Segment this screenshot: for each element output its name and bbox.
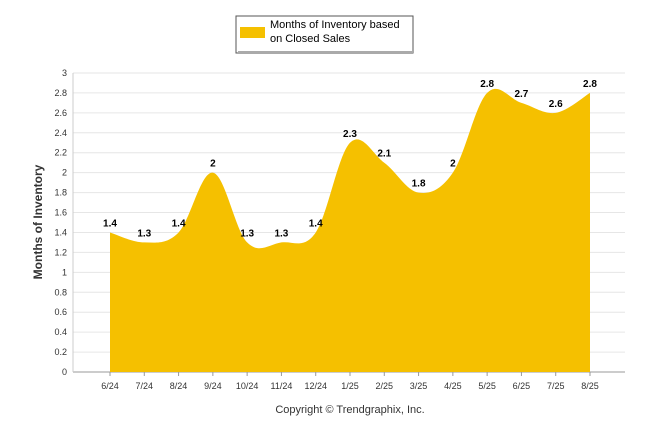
x-tick-label: 3/25 xyxy=(410,381,428,391)
data-label: 1.4 xyxy=(309,218,323,229)
data-label: 1.4 xyxy=(172,218,186,229)
x-tick-label: 6/24 xyxy=(101,381,119,391)
x-tick-label: 8/25 xyxy=(581,381,599,391)
y-tick-label: 2 xyxy=(62,168,67,178)
x-tick-label: 8/24 xyxy=(170,381,188,391)
y-axis-title: Months of Inventory xyxy=(31,164,45,279)
area-series xyxy=(110,88,590,372)
y-tick-label: 2.2 xyxy=(54,148,67,158)
y-tick-label: 1.8 xyxy=(54,188,67,198)
data-label: 2.6 xyxy=(549,99,563,110)
x-tick-label: 9/24 xyxy=(204,381,222,391)
data-label: 2.1 xyxy=(377,149,391,160)
y-tick-label: 0.2 xyxy=(54,347,67,357)
x-tick-label: 4/25 xyxy=(444,381,462,391)
y-tick-label: 1.6 xyxy=(54,208,67,218)
x-tick-label: 7/24 xyxy=(136,381,154,391)
data-label: 2.8 xyxy=(583,79,597,90)
legend-swatch xyxy=(240,27,265,38)
plot-area: 0 0.2 0.4 0.6 0.8 1 1.2 1.4 1.6 1.8 2 2.2 2.4 2.6 2.8 3… xyxy=(54,68,625,391)
data-label: 2.7 xyxy=(514,89,528,100)
y-tick-label: 2.8 xyxy=(54,88,67,98)
y-tick-label: 3 xyxy=(62,68,67,78)
y-tick-label: 0.8 xyxy=(54,287,67,297)
y-tick-label: 1.4 xyxy=(54,227,67,237)
legend: Months of Inventory based on Closed Sale… xyxy=(235,15,414,54)
y-tick-label: 2.6 xyxy=(54,108,67,118)
x-tick-label: 2/25 xyxy=(376,381,394,391)
data-label: 1.3 xyxy=(137,228,151,239)
data-label: 2 xyxy=(450,159,456,170)
data-label: 2 xyxy=(210,159,216,170)
y-tick-label: 0 xyxy=(62,367,67,377)
x-tick-label: 12/24 xyxy=(304,381,327,391)
data-label: 2.3 xyxy=(343,129,357,140)
legend-label-line1: Months of Inventory based xyxy=(270,19,400,31)
copyright-text: Copyright © Trendgraphix, Inc. xyxy=(275,404,424,416)
x-tick-label: 11/24 xyxy=(270,381,292,391)
data-label: 1.3 xyxy=(274,228,288,239)
data-label: 1.3 xyxy=(240,228,254,239)
y-tick-label: 0.4 xyxy=(54,327,67,337)
data-label: 2.8 xyxy=(480,79,494,90)
x-tick-label: 1/25 xyxy=(341,381,359,391)
y-tick-label: 2.4 xyxy=(54,128,67,138)
x-tick-label: 10/24 xyxy=(236,381,259,391)
y-tick-label: 1 xyxy=(62,267,67,277)
x-tick-label: 7/25 xyxy=(547,381,565,391)
data-label: 1.4 xyxy=(103,218,117,229)
data-label: 1.8 xyxy=(412,179,426,190)
y-tick-label: 0.6 xyxy=(54,307,67,317)
x-tick-label: 5/25 xyxy=(478,381,496,391)
legend-label-line2: on Closed Sales xyxy=(270,33,351,45)
x-tick-label: 6/25 xyxy=(513,381,531,391)
y-tick-label: 1.2 xyxy=(54,247,67,257)
